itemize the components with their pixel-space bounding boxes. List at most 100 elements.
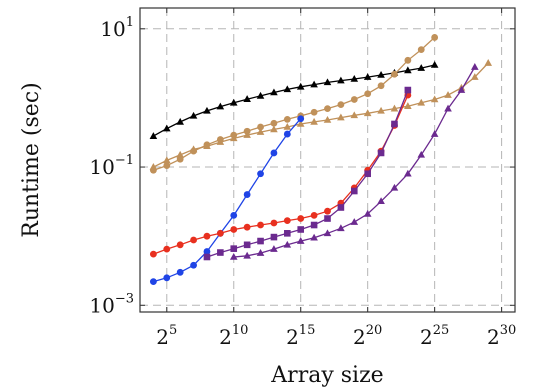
data-point: [203, 106, 211, 114]
x-tick-base: 2: [286, 325, 299, 349]
data-point: [310, 117, 318, 125]
data-point: [323, 78, 332, 86]
y-tick-exponent: −1: [115, 153, 134, 168]
data-point: [377, 106, 385, 114]
series-line: [206, 89, 409, 258]
data-point: [176, 150, 184, 158]
data-point: [391, 120, 398, 128]
data-point: [229, 98, 238, 106]
data-point: [484, 59, 493, 66]
data-point: [391, 70, 398, 78]
data-point: [310, 80, 318, 88]
data-point: [270, 119, 278, 127]
x-tick-base: 2: [353, 325, 366, 349]
y-tick-base: 10: [100, 17, 125, 41]
x-tick-base: 2: [156, 325, 169, 349]
data-point: [203, 142, 211, 150]
data-point: [230, 211, 238, 219]
data-point: [216, 138, 225, 145]
data-point: [189, 145, 198, 153]
data-point: [149, 132, 158, 139]
data-point: [296, 119, 305, 127]
data-point: [404, 66, 412, 74]
data-point: [284, 230, 291, 237]
data-point: [417, 98, 426, 106]
data-point: [323, 229, 332, 237]
series-line: [153, 64, 435, 137]
x-tick-exponent: 25: [433, 323, 450, 338]
y-tick-base: 10: [89, 293, 114, 317]
y-tick-exponent: −3: [115, 291, 134, 306]
data-point: [190, 236, 197, 244]
x-tick-exponent: 20: [366, 323, 383, 338]
data-point: [283, 122, 292, 130]
data-point: [189, 111, 198, 119]
y-tick-exponent: 1: [126, 15, 134, 30]
data-point: [324, 207, 331, 215]
data-point: [217, 249, 224, 256]
series-7: [229, 63, 479, 260]
y-tick-label: 10−3: [89, 291, 134, 317]
data-point: [256, 249, 265, 256]
data-point: [149, 278, 157, 286]
data-point: [203, 232, 211, 240]
data-point: [229, 252, 238, 260]
series-1: [149, 60, 439, 139]
data-point: [364, 90, 372, 98]
data-point: [350, 96, 358, 103]
x-axis-title: Array size: [270, 363, 383, 388]
x-tick-exponent: 5: [169, 323, 177, 338]
data-point: [471, 73, 479, 80]
data-point: [296, 82, 305, 90]
x-tick-base: 2: [420, 325, 433, 349]
data-point: [310, 211, 318, 219]
data-point: [297, 115, 305, 123]
data-point: [256, 128, 265, 135]
data-point: [257, 123, 264, 131]
data-point: [163, 274, 171, 282]
series-3: [149, 59, 493, 170]
x-tick-label: 220: [353, 323, 382, 349]
data-point: [149, 163, 158, 170]
series-layer: [149, 34, 493, 286]
data-point: [270, 88, 278, 96]
data-point: [257, 221, 264, 229]
data-point: [430, 60, 439, 68]
data-point: [310, 221, 318, 229]
data-point: [337, 204, 345, 211]
data-point: [176, 241, 184, 249]
data-point: [243, 95, 251, 102]
y-tick-label: 10−1: [89, 153, 134, 179]
data-point: [350, 111, 359, 119]
data-point: [323, 115, 332, 123]
data-point: [243, 251, 251, 259]
data-point: [404, 56, 412, 64]
x-tick-label: 230: [487, 323, 516, 349]
data-point: [283, 85, 292, 93]
data-point: [417, 46, 425, 54]
series-4: [149, 115, 305, 286]
data-point: [297, 226, 305, 233]
data-point: [216, 229, 224, 237]
data-point: [176, 268, 184, 276]
x-tick-label: 225: [420, 323, 449, 349]
grid-layer: [140, 8, 515, 312]
data-point: [444, 91, 452, 98]
x-tick-label: 210: [219, 323, 248, 349]
data-point: [457, 86, 466, 93]
y-tick-label: 101: [100, 15, 134, 41]
x-tick-exponent: 10: [232, 323, 249, 338]
data-point: [431, 34, 439, 41]
data-point: [216, 102, 225, 110]
data-point: [230, 245, 238, 252]
data-point: [444, 104, 452, 112]
data-point: [324, 215, 331, 222]
data-point: [243, 191, 251, 198]
data-point: [257, 237, 264, 245]
data-point: [203, 248, 211, 255]
data-point: [430, 130, 439, 137]
plot-frame: [139, 7, 516, 313]
data-point: [163, 162, 171, 169]
data-point: [404, 169, 412, 177]
data-point: [364, 170, 371, 178]
